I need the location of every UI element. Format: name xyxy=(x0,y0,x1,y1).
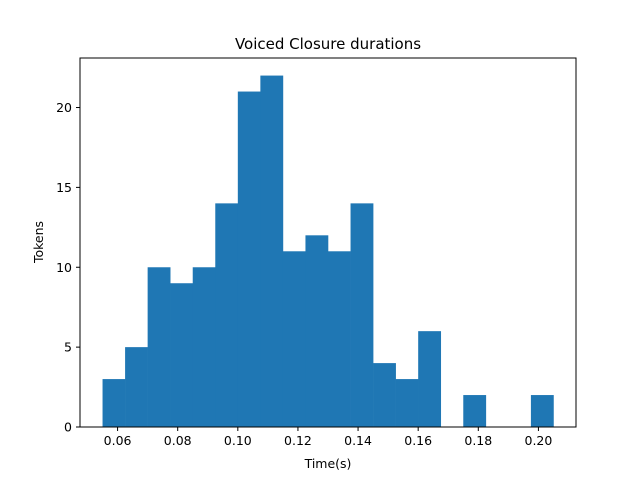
y-axis-ticks: 0 5 10 15 20 xyxy=(56,100,80,435)
histogram-bar xyxy=(237,91,261,427)
histogram-bar xyxy=(192,267,216,427)
y-tick-label: 5 xyxy=(64,340,72,355)
bars-group xyxy=(102,75,554,428)
x-tick-label: 0.10 xyxy=(224,433,252,448)
plot-frame xyxy=(79,57,577,428)
histogram-bar xyxy=(215,203,239,427)
x-tick-label: 0.18 xyxy=(464,433,492,448)
y-tick-label: 20 xyxy=(56,100,72,115)
histogram-bar xyxy=(530,395,554,427)
x-tick-label: 0.12 xyxy=(284,433,312,448)
x-axis-label: Time(s) xyxy=(304,456,352,471)
y-tick-label: 0 xyxy=(64,420,72,435)
histogram-bar xyxy=(147,267,171,427)
histogram-bar xyxy=(125,347,148,427)
x-tick-label: 0.08 xyxy=(164,433,192,448)
histogram-bar xyxy=(373,363,396,427)
chart-title: Voiced Closure durations xyxy=(235,35,421,53)
histogram-bar xyxy=(328,251,351,427)
y-axis-label: Tokens xyxy=(31,221,46,264)
x-tick-label: 0.16 xyxy=(404,433,432,448)
histogram-bar xyxy=(418,331,442,427)
y-tick-label: 10 xyxy=(56,260,72,275)
histogram-bar xyxy=(170,283,194,427)
x-tick-label: 0.20 xyxy=(525,433,553,448)
histogram-bar xyxy=(463,395,487,427)
histogram-bar xyxy=(102,379,126,427)
histogram-bar xyxy=(350,203,374,427)
x-axis-ticks: 0.06 0.08 0.10 0.12 0.14 0.16 0.18 0.20 xyxy=(104,427,553,448)
histogram-bar xyxy=(305,235,329,427)
y-tick-label: 15 xyxy=(56,180,72,195)
x-tick-label: 0.14 xyxy=(344,433,372,448)
histogram-bar xyxy=(282,251,306,427)
histogram-bar xyxy=(395,379,419,427)
x-tick-label: 0.06 xyxy=(104,433,132,448)
histogram-bar xyxy=(260,75,284,428)
